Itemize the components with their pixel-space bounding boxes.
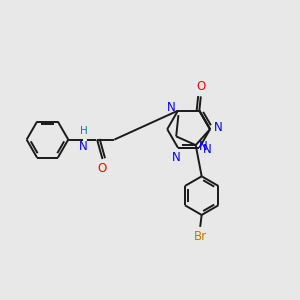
Text: O: O <box>196 80 206 93</box>
Text: O: O <box>98 163 107 176</box>
Text: N: N <box>79 140 88 153</box>
Text: N: N <box>167 101 176 114</box>
Text: N: N <box>214 121 222 134</box>
Text: N: N <box>199 140 208 153</box>
Text: N: N <box>172 151 181 164</box>
Text: Br: Br <box>194 230 207 243</box>
Text: H: H <box>80 126 87 136</box>
Text: N: N <box>203 143 212 156</box>
